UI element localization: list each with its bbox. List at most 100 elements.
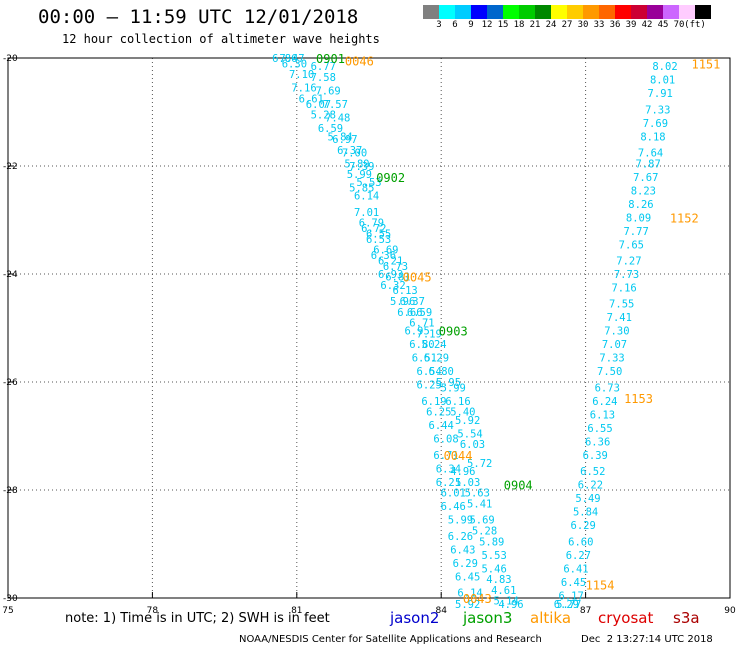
wave-height-value: 6.39 [583,450,608,462]
pass-time-label: 0044 [444,449,473,463]
legend-label: 27 [561,20,573,30]
legend-label: 15 [497,20,509,30]
wave-height-value: 6.72 [361,223,386,235]
wave-height-value: 6.25 [426,407,451,419]
wave-height-value: 6.55 [587,423,612,435]
legend-swatch [487,5,503,19]
wave-height-value: 6.53 [366,234,391,246]
x-tick-label: 81 [291,606,302,616]
legend-swatch [551,5,567,19]
wave-height-value: 7.39 [349,161,374,173]
wave-height-value: 6.13 [590,409,615,421]
pass-time-label: 1153 [624,392,653,406]
wave-height-value: 6.13 [392,285,417,297]
wave-height-value: 6.66 [397,307,422,319]
wave-height-value: 6.08 [433,434,458,446]
wave-height-value: 6.22 [578,480,603,492]
legend-label: 18 [513,20,525,30]
wave-height-value: 7.16 [291,83,316,95]
wave-height-value: 5.46 [481,563,506,575]
wave-height-value: 5.84 [573,507,598,519]
wave-height-value: 8.01 [650,75,675,87]
legend-label: 9 [468,20,474,30]
satellite-jason2: jason2 [390,609,440,627]
wave-height-value: 6.44 [429,420,454,432]
wave-height-value: 6.79 [359,218,384,230]
y-tick-label: -22 [3,162,18,172]
y-tick-label: -24 [3,270,18,280]
wave-height-value: 6.17 [559,590,584,602]
legend-swatch [631,5,647,19]
legend-label: 12 [481,20,493,30]
wave-height-value: 6.07 [306,99,331,111]
satellite-cryosat: cryosat [598,609,654,627]
wave-height-value: 5.28 [472,526,497,538]
y-tick-label: -20 [3,54,18,64]
wave-height-value: 5.89 [344,158,369,170]
wave-height-value: 6.86 [272,53,297,65]
wave-height-value: 4.96 [450,466,475,478]
wave-height-value: 6.71 [433,450,458,462]
wave-height-value: 6.54 [417,366,442,378]
wave-height-value: 6.29 [554,599,579,611]
pass-time-label: 0904 [504,479,533,493]
wave-height-value: 6.52 [580,466,605,478]
wave-height-value: 6.34 [436,463,461,475]
wave-height-value: 5.53 [481,550,506,562]
wave-height-value: 6.69 [373,245,398,257]
wave-height-value: 6.03 [460,439,485,451]
wave-height-value: 6.59 [318,123,343,135]
legend-swatch [519,5,535,19]
wave-height-value: 6.77 [311,61,336,73]
wave-height-value: 6.73 [595,382,620,394]
legend-swatch [423,5,439,19]
legend-swatch [439,5,455,19]
legend-swatch [679,5,695,19]
wave-height-value: 5.92 [455,415,480,427]
satellite-altika: altika [530,609,572,627]
pass-time-label: 0046 [345,55,374,69]
wave-height-value: 6.60 [568,536,593,548]
wave-height-value: 6.45 [455,571,480,583]
wave-height-value: 6.29 [453,558,478,570]
legend-swatch [567,5,583,19]
wave-height-value: 6.37 [337,145,362,157]
wave-height-value: 7.48 [325,112,350,124]
wave-height-value: 7.58 [311,72,336,84]
legend-label: 70 [673,20,685,30]
wave-height-value: 5.99 [448,515,473,527]
wave-height-value: 7.41 [607,312,632,324]
wave-height-value: 6.61 [299,94,324,106]
plot-frame [7,57,731,599]
wave-height-value: 5.69 [469,515,494,527]
wave-height-value: 6.21 [378,256,403,268]
wave-height-value: 7.07 [602,339,627,351]
wave-height-value: 6.32 [380,280,405,292]
wave-height-value: 6.51 [412,353,437,365]
axes: 75 78 81 84 87 90 -20 -22 -24 -26 -28 -30 [2,54,736,616]
wave-height-value: 8.02 [652,61,677,73]
wave-height-value: 6.93 [378,269,403,281]
x-tick-label: 84 [435,606,447,616]
y-tick-label: -26 [3,378,18,388]
chart-subtitle: 12 hour collection of altimeter wave hei… [62,32,380,46]
wave-height-value: 6.30 [282,58,307,70]
wave-height-value: 5.53 [356,177,381,189]
wave-height-value: 6.29 [424,353,449,365]
wave-height-value: 7.55 [609,299,634,311]
wave-height-value: 4.83 [486,574,511,586]
grid-lines [8,58,730,598]
wave-height-value: 6.27 [566,550,591,562]
wave-height-value: 6.14 [457,588,482,600]
wave-height-value: 7.47 [279,53,304,65]
pass-time-label: 1151 [691,57,720,71]
wave-height-value: 5.89 [479,536,504,548]
wave-height-value: 5.49 [575,493,600,505]
legend-swatch [615,5,631,19]
y-tick-label: -30 [3,594,18,604]
wave-height-value: 7.33 [599,353,624,365]
wave-height-value: 6.41 [563,563,588,575]
wave-height-value: 6.59 [407,307,432,319]
wave-height-value: 6.55 [366,229,391,241]
wave-height-value: 7.69 [643,118,668,130]
